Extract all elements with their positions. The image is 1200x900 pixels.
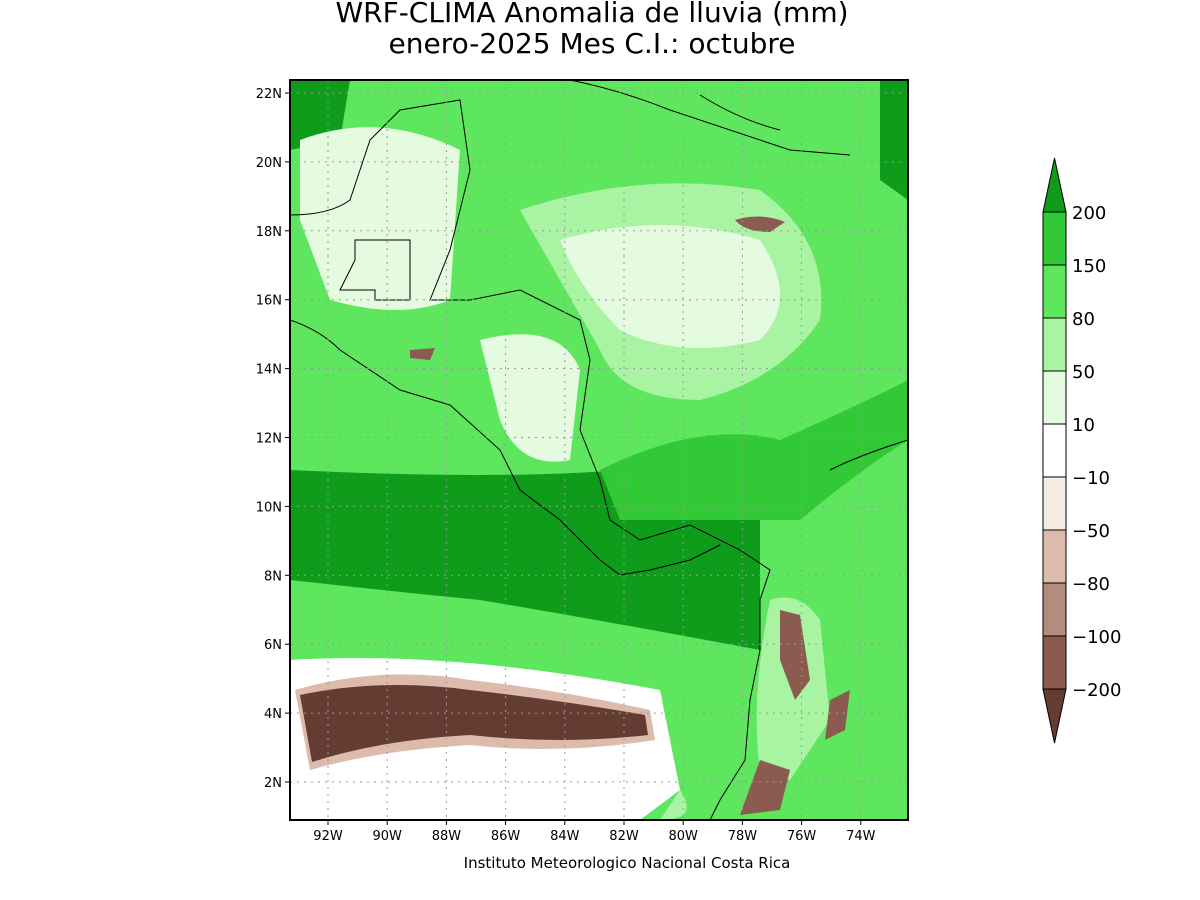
colorbar-box	[1042, 317, 1067, 372]
footer: Instituto Meteorologico Nacional Costa R…	[464, 854, 791, 872]
colorbar-box	[1042, 635, 1067, 690]
lat-tick-label: 2N	[264, 776, 282, 791]
colorbar-label: −50	[1072, 521, 1110, 542]
lat-tick-label: 20N	[256, 156, 282, 171]
title-line: enero-2025 Mes C.I.: octubre	[389, 27, 796, 60]
lon-tick-label: 86W	[491, 829, 521, 844]
colorbar-label: 150	[1072, 256, 1106, 277]
lon-tick-label: 88W	[432, 829, 462, 844]
lon-tick-label: 76W	[787, 829, 817, 844]
colorbar-label: −100	[1072, 627, 1121, 648]
colorbar-box	[1042, 476, 1067, 531]
colorbar-label: 50	[1072, 362, 1095, 383]
lat-tick-label: 8N	[264, 569, 282, 584]
colorbar-box	[1042, 211, 1067, 266]
lat-tick-label: 14N	[256, 363, 282, 378]
colorbar-box	[1042, 423, 1067, 478]
lon-tick-label: 82W	[609, 829, 639, 844]
colorbar-label: 80	[1072, 309, 1095, 330]
lon-tick-label: 92W	[313, 829, 343, 844]
colorbar-label: −80	[1072, 574, 1110, 595]
lon-tick-label: 78W	[728, 829, 758, 844]
colorbar-box	[1042, 529, 1067, 584]
lat-tick-label: 18N	[256, 225, 282, 240]
lon-tick-label: 90W	[372, 829, 402, 844]
lat-tick-label: 10N	[256, 500, 282, 515]
map	[290, 80, 908, 820]
colorbar-box	[1042, 370, 1067, 425]
lon-tick-label: 84W	[550, 829, 580, 844]
colorbar-label: −200	[1072, 680, 1121, 701]
colorbar-label: 200	[1072, 203, 1106, 224]
lat-tick-label: 6N	[264, 638, 282, 653]
title-line: WRF-CLIMA Anomalia de lluvia (mm)	[335, 0, 848, 29]
lon-tick-label: 80W	[668, 829, 698, 844]
lat-tick-label: 22N	[256, 87, 282, 102]
colorbar-label: −10	[1072, 468, 1110, 489]
lat-tick-label: 12N	[256, 432, 282, 447]
lon-tick-label: 74W	[846, 829, 876, 844]
colorbar-label: 10	[1072, 415, 1095, 436]
lat-tick-label: 16N	[256, 294, 282, 309]
colorbar-arrow	[1042, 688, 1067, 744]
colorbar-box	[1042, 582, 1067, 637]
colorbar-box	[1042, 264, 1067, 319]
map-frame	[289, 79, 909, 821]
colorbar-arrow	[1042, 157, 1067, 213]
lat-tick-label: 4N	[264, 707, 282, 722]
